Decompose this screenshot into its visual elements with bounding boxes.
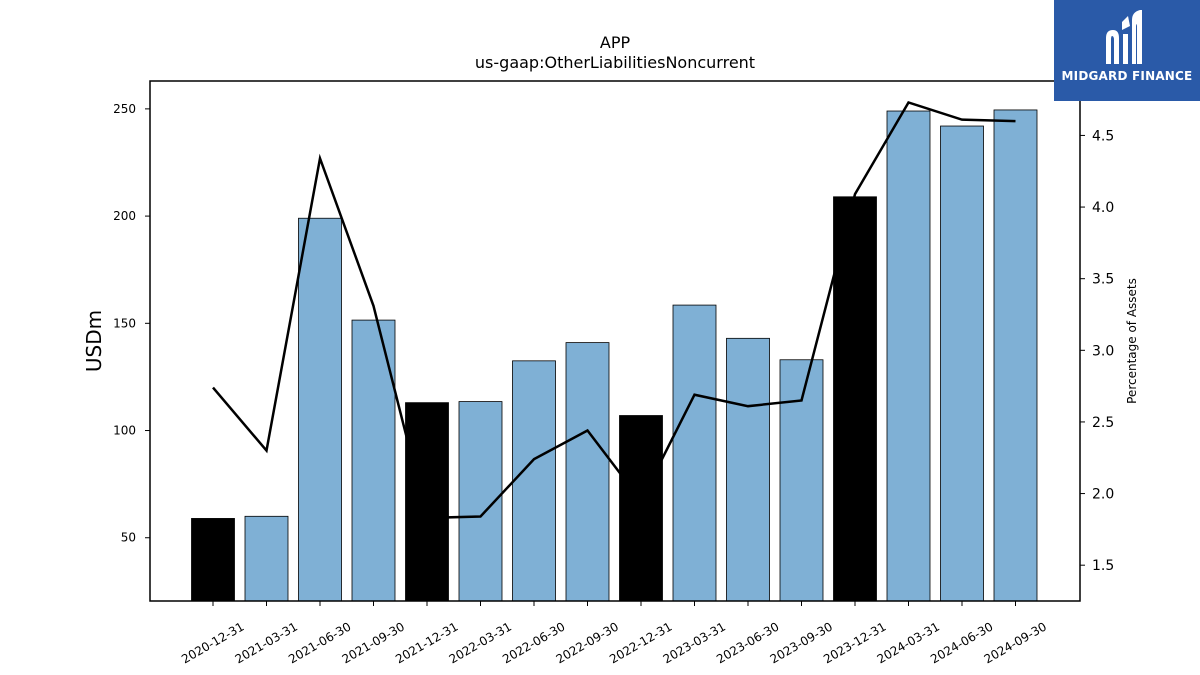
x-axis: 2020-12-312021-03-312021-06-302021-09-30… xyxy=(179,601,1049,666)
y2-tick-label: 3.0 xyxy=(1092,343,1114,359)
bar-2024-03-31 xyxy=(886,110,931,602)
y-tick-label: 100 xyxy=(113,424,136,438)
y2-tick-label: 1.5 xyxy=(1092,558,1114,574)
chart-subtitle: us-gaap:OtherLiabilitiesNoncurrent xyxy=(475,53,755,72)
bar-2024-09-30 xyxy=(993,109,1038,602)
bar-2021-12-31 xyxy=(405,402,449,602)
y-axis-left: 50 100 150 200 250 xyxy=(113,102,150,545)
y-tick-label: 200 xyxy=(113,209,136,223)
bar-2023-12-31 xyxy=(833,196,877,602)
bar-2021-06-30 xyxy=(298,217,342,602)
logo-text: MIDGARD FINANCE xyxy=(1061,69,1193,83)
bar-2020-12-31 xyxy=(191,518,235,602)
bar-2023-03-31 xyxy=(672,304,717,602)
y2-tick-label: 2.5 xyxy=(1092,415,1114,431)
brand-logo: MIDGARD FINANCE xyxy=(1054,0,1200,101)
logo-mark-icon xyxy=(1106,10,1142,64)
bar-2023-06-30 xyxy=(726,337,770,602)
bar-2022-06-30 xyxy=(512,360,556,602)
chart-title: APP xyxy=(600,33,631,52)
line-layer xyxy=(212,100,1016,520)
percentage-line xyxy=(212,100,1016,520)
y-axis-label: USDm xyxy=(82,310,106,372)
y2-tick-label: 4.5 xyxy=(1092,128,1114,144)
y-tick-label: 150 xyxy=(113,316,136,330)
bar-2024-06-30 xyxy=(940,125,984,602)
y-tick-label: 50 xyxy=(121,531,136,545)
bar-2021-03-31 xyxy=(244,515,289,602)
y2-axis-label: Percentage of Assets xyxy=(1125,278,1139,404)
y-tick-label: 250 xyxy=(113,102,136,116)
y2-tick-label: 2.0 xyxy=(1092,487,1114,503)
y-axis-right: 1.5 2.0 2.5 3.0 3.5 4.0 4.5 xyxy=(1080,128,1114,574)
y2-tick-label: 3.5 xyxy=(1092,272,1114,288)
bar-2022-12-31 xyxy=(619,415,663,602)
bars-layer xyxy=(191,109,1038,602)
bar-2022-09-30 xyxy=(565,342,610,602)
plot-frame xyxy=(149,80,1081,602)
y2-tick-label: 4.0 xyxy=(1092,200,1114,216)
